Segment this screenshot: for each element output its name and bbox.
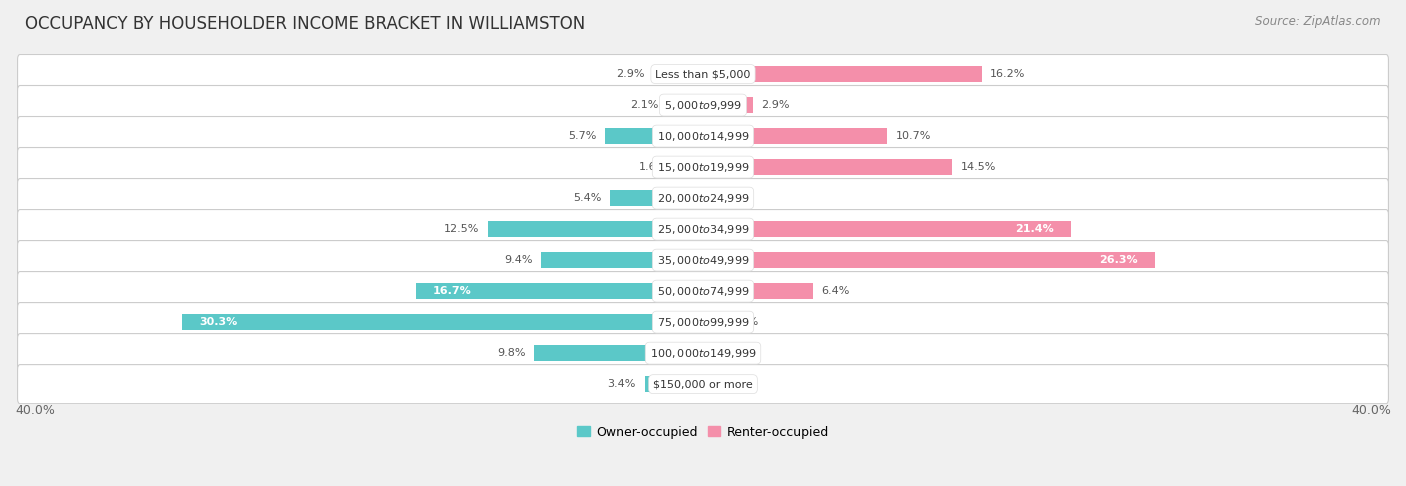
FancyBboxPatch shape — [18, 209, 1388, 249]
Text: 21.4%: 21.4% — [1015, 224, 1054, 234]
Bar — [181, 314, 703, 330]
FancyBboxPatch shape — [18, 54, 1388, 94]
Text: $50,000 to $74,999: $50,000 to $74,999 — [657, 285, 749, 297]
Text: $20,000 to $24,999: $20,000 to $24,999 — [657, 191, 749, 205]
Bar — [703, 159, 952, 175]
Text: 1.6%: 1.6% — [638, 162, 666, 172]
Text: 10.7%: 10.7% — [896, 131, 931, 141]
Bar — [541, 252, 703, 268]
Text: 1.1%: 1.1% — [731, 317, 759, 327]
Text: 0.65%: 0.65% — [723, 348, 758, 358]
Bar — [675, 159, 703, 175]
Text: $15,000 to $19,999: $15,000 to $19,999 — [657, 160, 749, 174]
Text: 5.4%: 5.4% — [574, 193, 602, 203]
Text: 14.5%: 14.5% — [960, 162, 997, 172]
Text: $75,000 to $99,999: $75,000 to $99,999 — [657, 315, 749, 329]
FancyBboxPatch shape — [18, 241, 1388, 279]
Text: 9.4%: 9.4% — [505, 255, 533, 265]
FancyBboxPatch shape — [18, 364, 1388, 404]
Bar — [703, 283, 813, 299]
Text: $25,000 to $34,999: $25,000 to $34,999 — [657, 223, 749, 236]
Text: 9.8%: 9.8% — [498, 348, 526, 358]
Text: 16.2%: 16.2% — [990, 69, 1025, 79]
Bar — [703, 66, 981, 82]
Text: Less than $5,000: Less than $5,000 — [655, 69, 751, 79]
Bar — [488, 221, 703, 237]
Text: $10,000 to $14,999: $10,000 to $14,999 — [657, 130, 749, 142]
Text: 0.0%: 0.0% — [711, 193, 740, 203]
Text: 2.9%: 2.9% — [762, 100, 790, 110]
Text: $35,000 to $49,999: $35,000 to $49,999 — [657, 254, 749, 267]
FancyBboxPatch shape — [18, 303, 1388, 342]
Text: $150,000 or more: $150,000 or more — [654, 379, 752, 389]
Bar — [703, 252, 1156, 268]
FancyBboxPatch shape — [18, 333, 1388, 373]
FancyBboxPatch shape — [18, 148, 1388, 187]
FancyBboxPatch shape — [18, 117, 1388, 156]
Bar — [654, 66, 703, 82]
Text: 30.3%: 30.3% — [200, 317, 238, 327]
Bar — [703, 97, 752, 113]
Text: 5.7%: 5.7% — [568, 131, 596, 141]
Bar — [703, 128, 887, 144]
Text: 40.0%: 40.0% — [15, 404, 55, 417]
Bar — [666, 97, 703, 113]
Bar — [605, 128, 703, 144]
FancyBboxPatch shape — [18, 272, 1388, 311]
Legend: Owner-occupied, Renter-occupied: Owner-occupied, Renter-occupied — [572, 420, 834, 444]
FancyBboxPatch shape — [18, 86, 1388, 124]
Text: 0.0%: 0.0% — [711, 379, 740, 389]
Text: $100,000 to $149,999: $100,000 to $149,999 — [650, 347, 756, 360]
Text: OCCUPANCY BY HOUSEHOLDER INCOME BRACKET IN WILLIAMSTON: OCCUPANCY BY HOUSEHOLDER INCOME BRACKET … — [25, 15, 585, 33]
FancyBboxPatch shape — [18, 178, 1388, 218]
Text: 3.4%: 3.4% — [607, 379, 636, 389]
Text: 2.9%: 2.9% — [616, 69, 644, 79]
Text: 12.5%: 12.5% — [444, 224, 479, 234]
Bar — [703, 314, 721, 330]
Text: 40.0%: 40.0% — [1351, 404, 1391, 417]
Bar — [610, 190, 703, 206]
Text: $5,000 to $9,999: $5,000 to $9,999 — [664, 99, 742, 112]
Bar — [534, 345, 703, 361]
Bar — [416, 283, 703, 299]
Text: Source: ZipAtlas.com: Source: ZipAtlas.com — [1256, 15, 1381, 28]
Text: 6.4%: 6.4% — [821, 286, 851, 296]
Bar — [644, 376, 703, 392]
Bar — [703, 221, 1071, 237]
Bar — [703, 345, 714, 361]
Text: 26.3%: 26.3% — [1099, 255, 1139, 265]
Text: 2.1%: 2.1% — [630, 100, 658, 110]
Text: 16.7%: 16.7% — [433, 286, 471, 296]
